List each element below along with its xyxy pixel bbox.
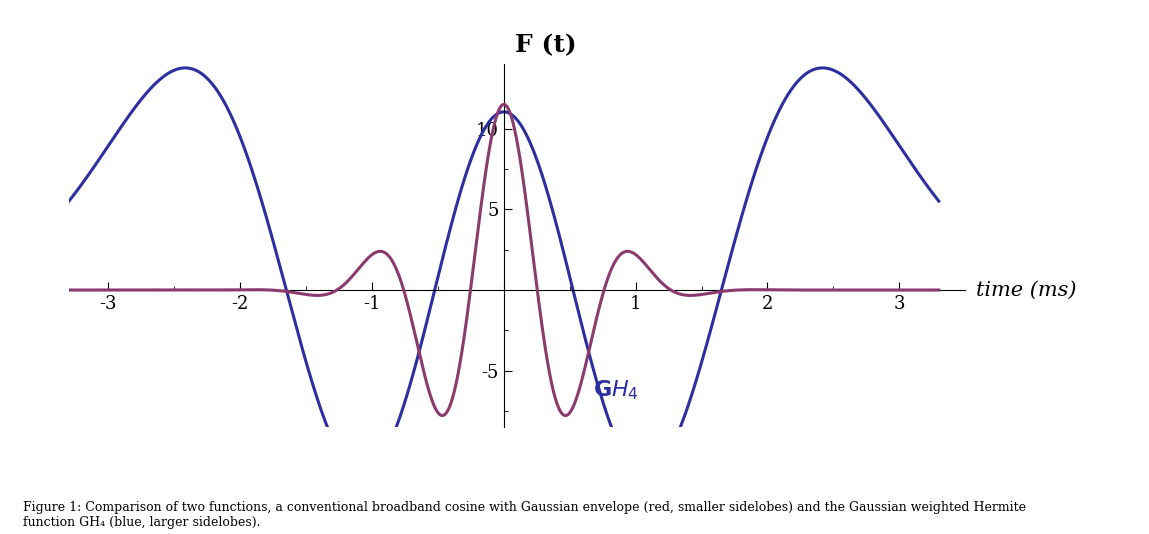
Text: F (t): F (t) [515,33,577,57]
Text: $\mathbf{G}H_4$: $\mathbf{G}H_4$ [594,378,640,402]
Text: time (ms): time (ms) [977,280,1077,300]
Text: Figure 1: Comparison of two functions, a conventional broadband cosine with Gaus: Figure 1: Comparison of two functions, a… [23,501,1026,529]
